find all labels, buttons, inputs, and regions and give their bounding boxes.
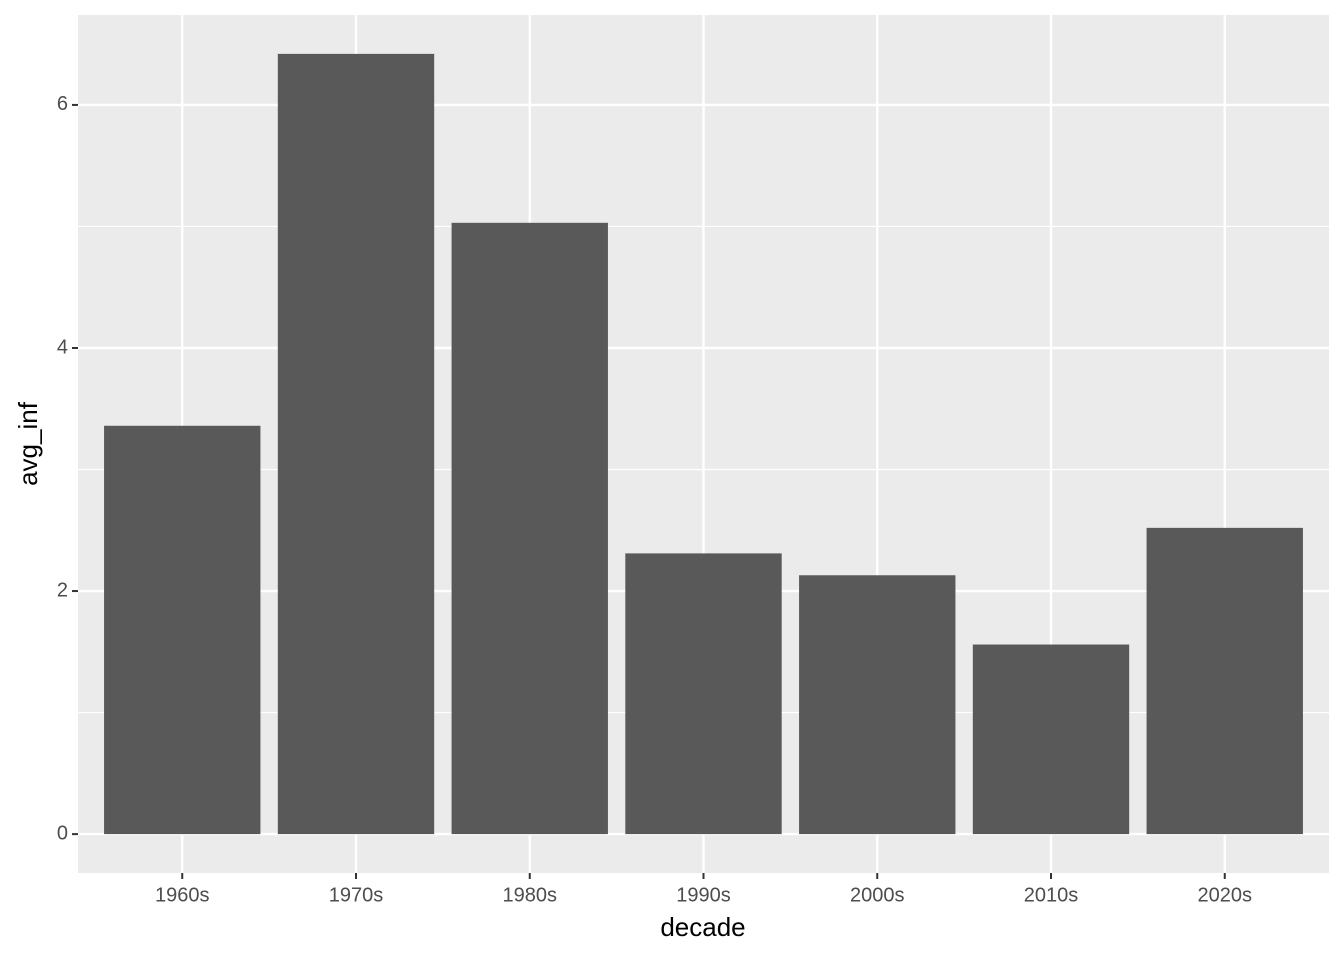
x-tick-label: 2000s [850, 884, 905, 906]
y-tick-label: 2 [57, 579, 68, 601]
y-tick-label: 6 [57, 93, 68, 115]
x-tick-label: 1970s [329, 884, 384, 906]
x-tick-label: 2010s [1024, 884, 1079, 906]
bar [972, 644, 1130, 835]
bar [104, 425, 261, 835]
x-tick-label: 1980s [503, 884, 558, 906]
bar [277, 53, 435, 835]
y-axis-title: avg_inf [13, 401, 43, 486]
x-axis-title: decade [660, 912, 745, 942]
x-tick-label: 1960s [155, 884, 210, 906]
x-tick-label: 1990s [676, 884, 731, 906]
y-tick-label: 0 [57, 822, 68, 844]
y-tick-label: 4 [57, 336, 68, 358]
x-tick-label: 2020s [1198, 884, 1253, 906]
bar [1146, 527, 1303, 835]
bar [625, 553, 782, 835]
bar [451, 222, 608, 835]
bar [799, 575, 956, 835]
